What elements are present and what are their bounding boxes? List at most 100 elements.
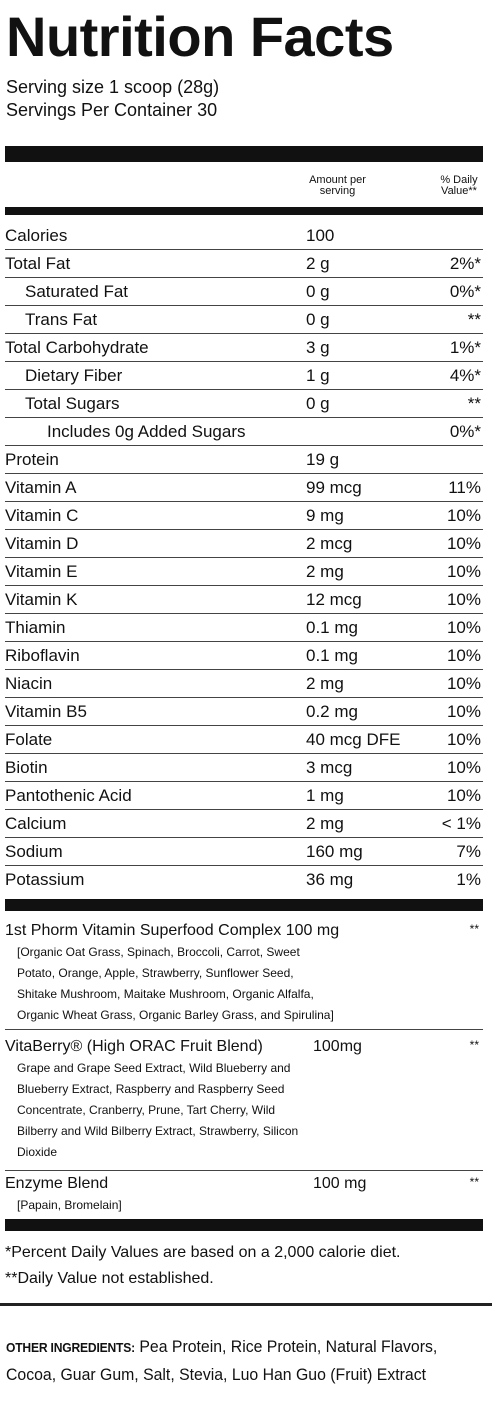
blend-ingredient-line: Blueberry Extract, Raspberry and Raspber… xyxy=(17,1082,285,1096)
nutrient-daily-value: < 1% xyxy=(441,814,481,833)
nutrient-daily-value: 10% xyxy=(446,618,481,637)
other-ingredients: OTHER INGREDIENTS: Pea Protein, Rice Pro… xyxy=(6,1333,454,1388)
blend-ingredient-line: Concentrate, Cranberry, Prune, Tart Cher… xyxy=(17,1103,276,1117)
blend-daily-value: ** xyxy=(469,922,479,936)
blend-block: VitaBerry® (High ORAC Fruit Blend) 100mg *… xyxy=(5,1036,483,1171)
nutrient-row: Sodium 160 mg 7% xyxy=(5,838,483,866)
nutrient-daily-value: 10% xyxy=(446,786,481,805)
nutrient-daily-value: 0%* xyxy=(449,422,481,441)
blend-ingredient-line: Bilberry and Wild Bilberry Extract, Stra… xyxy=(17,1124,299,1138)
nutrient-row: Potassium 36 mg 1% xyxy=(5,866,483,894)
nutrient-row: Thiamin 0.1 mg 10% xyxy=(5,614,483,642)
nutrient-row: Protein 19 g xyxy=(5,446,483,474)
servings-per-container: Servings Per Container 30 xyxy=(6,100,218,120)
nutrient-amount: 0.1 mg xyxy=(306,618,358,637)
nutrient-row: Calories 100 xyxy=(5,222,483,250)
nutrient-amount: 2 mg xyxy=(306,814,344,833)
thick-divider-footnotes xyxy=(5,1219,483,1231)
blend-daily-value: ** xyxy=(469,1038,479,1052)
dv-header-line1: % Daily xyxy=(440,174,478,186)
nutrient-row: Vitamin E 2 mg 10% xyxy=(5,558,483,586)
nutrient-name: Calcium xyxy=(5,814,67,833)
nutrient-row: Total Carbohydrate 3 g 1%* xyxy=(5,334,483,362)
nutrient-row: Riboflavin 0.1 mg 10% xyxy=(5,642,483,670)
nutrient-daily-value: 1% xyxy=(456,870,481,889)
nutrient-name: Dietary Fiber xyxy=(25,366,123,385)
nutrient-name: Total Carbohydrate xyxy=(5,338,149,357)
nutrient-amount: 2 mcg xyxy=(306,534,353,553)
nutrient-amount: 1 g xyxy=(306,366,330,385)
nutrient-name: Sodium xyxy=(5,842,63,861)
nutrient-daily-value: 4%* xyxy=(449,366,481,385)
nutrient-row: Saturated Fat 0 g 0%* xyxy=(5,278,483,306)
blend-block: 1st Phorm Vitamin Superfood Complex 100 … xyxy=(5,920,483,1030)
nutrient-amount: 19 g xyxy=(306,450,340,469)
nutrient-daily-value: 10% xyxy=(446,702,481,721)
blend-ingredient-line: Grape and Grape Seed Extract, Wild Blueb… xyxy=(17,1061,291,1075)
nutrient-amount: 99 mcg xyxy=(306,478,362,497)
other-ingredients-text: Pea Protein, Rice Protein, Natural Flavo… xyxy=(6,1337,438,1384)
nutrient-daily-value: ** xyxy=(467,394,481,413)
nutrient-daily-value: 10% xyxy=(446,674,481,693)
blend-ingredient-line: [Papain, Bromelain] xyxy=(17,1198,122,1212)
nutrient-daily-value: 10% xyxy=(446,506,481,525)
nutrient-name: Saturated Fat xyxy=(25,282,129,301)
blend-amount: 100mg xyxy=(313,1038,362,1055)
blend-ingredient-line: Organic Wheat Grass, Organic Barley Gras… xyxy=(17,1008,334,1022)
nutrient-name: Pantothenic Acid xyxy=(5,786,132,805)
nutrient-amount: 9 mg xyxy=(306,506,344,525)
nutrient-amount: 1 mg xyxy=(306,786,344,805)
nutrient-amount: 0 g xyxy=(306,310,330,329)
nutrient-amount: 12 mcg xyxy=(306,590,362,609)
blend-title: 1st Phorm Vitamin Superfood Complex 100 … xyxy=(5,922,340,939)
nutrient-row: Total Sugars 0 g ** xyxy=(5,390,483,418)
nutrient-name: Thiamin xyxy=(5,618,66,637)
nutrient-name: Trans Fat xyxy=(25,310,98,329)
nutrient-row: Biotin 3 mcg 10% xyxy=(5,754,483,782)
nutrient-name: Vitamin A xyxy=(5,478,77,497)
nutrient-daily-value: 0%* xyxy=(449,282,481,301)
nutrient-amount: 2 mg xyxy=(306,674,344,693)
nutrient-row: Vitamin C 9 mg 10% xyxy=(5,502,483,530)
nutrient-daily-value: 10% xyxy=(446,758,481,777)
nutrient-daily-value: 10% xyxy=(446,730,481,749)
nutrient-daily-value: 1%* xyxy=(449,338,481,357)
nutrient-amount: 0 g xyxy=(306,394,330,413)
nutrient-name: Biotin xyxy=(5,758,48,777)
blend-title: VitaBerry® (High ORAC Fruit Blend) xyxy=(5,1038,263,1055)
nutrient-name: Calories xyxy=(5,226,68,245)
nutrient-amount: 160 mg xyxy=(306,842,363,861)
nutrient-daily-value: 2%* xyxy=(449,254,481,273)
amount-per-serving-header: Amount per serving xyxy=(300,175,375,197)
blend-title: Enzyme Blend xyxy=(5,1175,109,1192)
nutrient-amount: 0.2 mg xyxy=(306,702,358,721)
nutrient-name: Vitamin C xyxy=(5,506,79,525)
nutrient-amount: 2 g xyxy=(306,254,330,273)
nutrient-amount: 0 g xyxy=(306,282,330,301)
serving-size: Serving size 1 scoop (28g) xyxy=(6,77,220,97)
nutrient-amount: 100 xyxy=(306,226,335,245)
nutrient-name: Riboflavin xyxy=(5,646,80,665)
nutrient-name: Niacin xyxy=(5,674,53,693)
nutrient-daily-value: 11% xyxy=(448,478,481,497)
nutrient-row: Vitamin A 99 mcg 11% xyxy=(5,474,483,502)
nutrient-name: Protein xyxy=(5,450,59,469)
blend-ingredient-line: Shitake Mushroom, Maitake Mushroom, Orga… xyxy=(17,987,314,1001)
blend-daily-value: ** xyxy=(469,1175,479,1189)
nutrient-amount: 2 mg xyxy=(306,562,344,581)
nutrient-amount: 3 g xyxy=(306,338,330,357)
nutrient-name: Total Sugars xyxy=(25,394,120,413)
thick-divider-top xyxy=(5,146,483,162)
blend-amount: 100 mg xyxy=(313,1175,367,1192)
nutrient-row: Niacin 2 mg 10% xyxy=(5,670,483,698)
daily-value-header: % Daily Value** xyxy=(432,175,486,197)
nutrient-name: Vitamin D xyxy=(5,534,79,553)
nutrient-daily-value: 10% xyxy=(446,562,481,581)
thick-divider-blends xyxy=(5,899,483,911)
page-title: Nutrition Facts xyxy=(6,5,394,68)
blend-ingredient-line: Potato, Orange, Apple, Strawberry, Sunfl… xyxy=(17,966,294,980)
nutrient-row: Folate 40 mcg DFE 10% xyxy=(5,726,483,754)
section-separator xyxy=(0,1303,492,1306)
nutrient-name: Includes 0g Added Sugars xyxy=(47,422,246,441)
nutrient-row: Vitamin K 12 mcg 10% xyxy=(5,586,483,614)
